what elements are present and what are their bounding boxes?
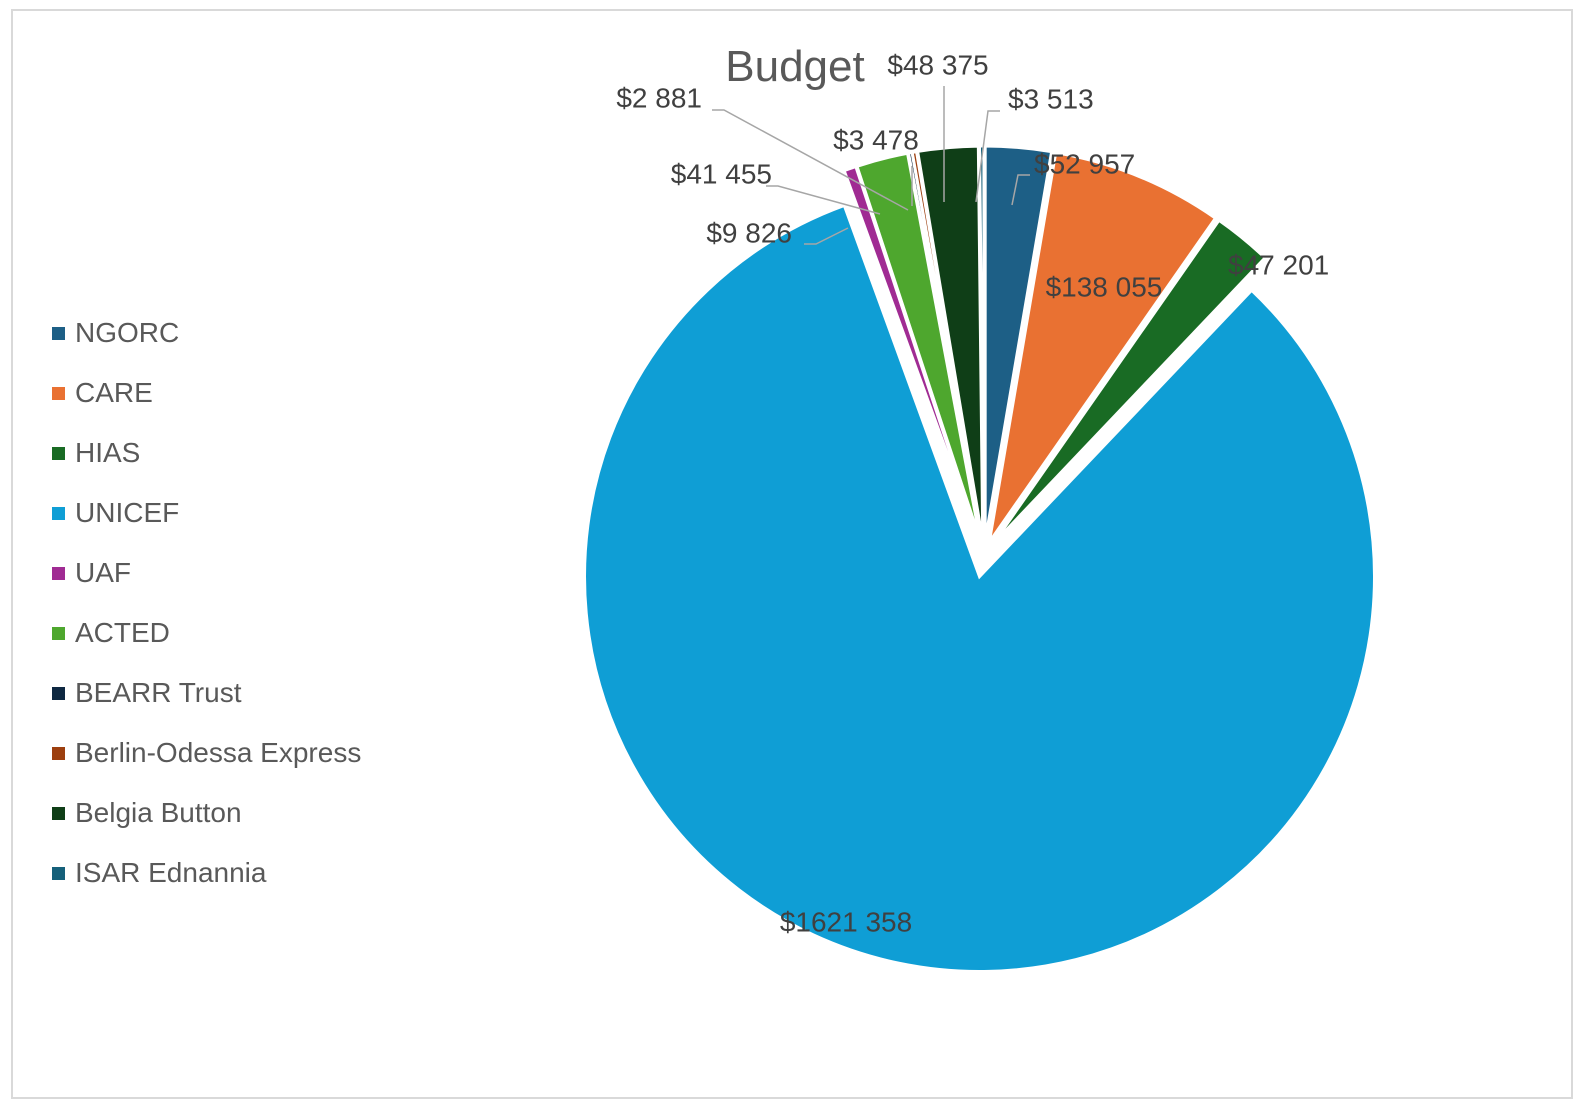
data-label-bearr-trust: $2 881 [616, 82, 702, 113]
legend-item-ngorc: NGORC [52, 303, 361, 363]
leader-line-acted [766, 185, 881, 215]
legend-item-unicef: UNICEF [52, 483, 361, 543]
data-label-belgia-button: $48 375 [887, 49, 988, 80]
chart-title: Budget [725, 42, 865, 91]
legend-item-uaf: UAF [52, 543, 361, 603]
leader-line-ngorc [1011, 174, 1030, 206]
legend-item-berlin-odessa-express: Berlin-Odessa Express [52, 723, 361, 783]
legend-label: UNICEF [75, 497, 180, 528]
pie-slice-hias [991, 218, 1268, 546]
data-label-unicef: $1621 358 [780, 906, 912, 937]
legend-swatch [52, 326, 65, 340]
legend-label: ACTED [75, 617, 170, 648]
leader-line-uaf [804, 227, 849, 245]
pie-slice-unicef [583, 203, 1376, 974]
legend-item-isar-ednannia: ISAR Ednannia [52, 843, 361, 903]
legend-swatch [52, 626, 65, 640]
legend-label: UAF [75, 557, 131, 588]
legend-swatch [52, 386, 65, 400]
pie-slice-care [987, 150, 1218, 543]
legend-item-bearr-trust: BEARR Trust [52, 663, 361, 723]
data-label-uaf: $9 826 [706, 217, 792, 248]
legend-swatch [52, 566, 65, 580]
leader-line-bearr-trust [712, 109, 909, 211]
legend-label: CARE [75, 377, 153, 408]
data-label-isar-ednannia: $3 513 [1008, 83, 1094, 114]
data-label-acted: $41 455 [671, 158, 772, 189]
legend-item-care: CARE [52, 363, 361, 423]
legend-swatch [52, 806, 65, 820]
data-label-hias: $47 201 [1228, 249, 1329, 280]
legend-label: Berlin-Odessa Express [75, 737, 362, 768]
leader-line-isar-ednannia [975, 110, 1000, 203]
legend-item-belgia-button: Belgia Button [52, 783, 361, 843]
data-label-care: $138 055 [1046, 271, 1163, 302]
legend-label: BEARR Trust [75, 677, 242, 708]
legend-label: Belgia Button [75, 797, 242, 828]
data-label-berlin-odessa-express: $3 478 [833, 124, 919, 155]
legend-item-hias: HIAS [52, 423, 361, 483]
legend-swatch [52, 746, 65, 760]
legend-label: HIAS [75, 437, 141, 468]
legend-swatch [52, 866, 65, 880]
legend-label: NGORC [75, 317, 180, 348]
legend-label: ISAR Ednannia [75, 857, 267, 888]
legend-swatch [52, 506, 65, 520]
legend-swatch [52, 446, 65, 460]
legend-item-acted: ACTED [52, 603, 361, 663]
chart-legend: NGORC CARE HIAS UNICEF UAF ACTED BEARR Trust Be… [52, 303, 361, 903]
data-label-ngorc: $52 957 [1034, 148, 1135, 179]
legend-swatch [52, 686, 65, 700]
